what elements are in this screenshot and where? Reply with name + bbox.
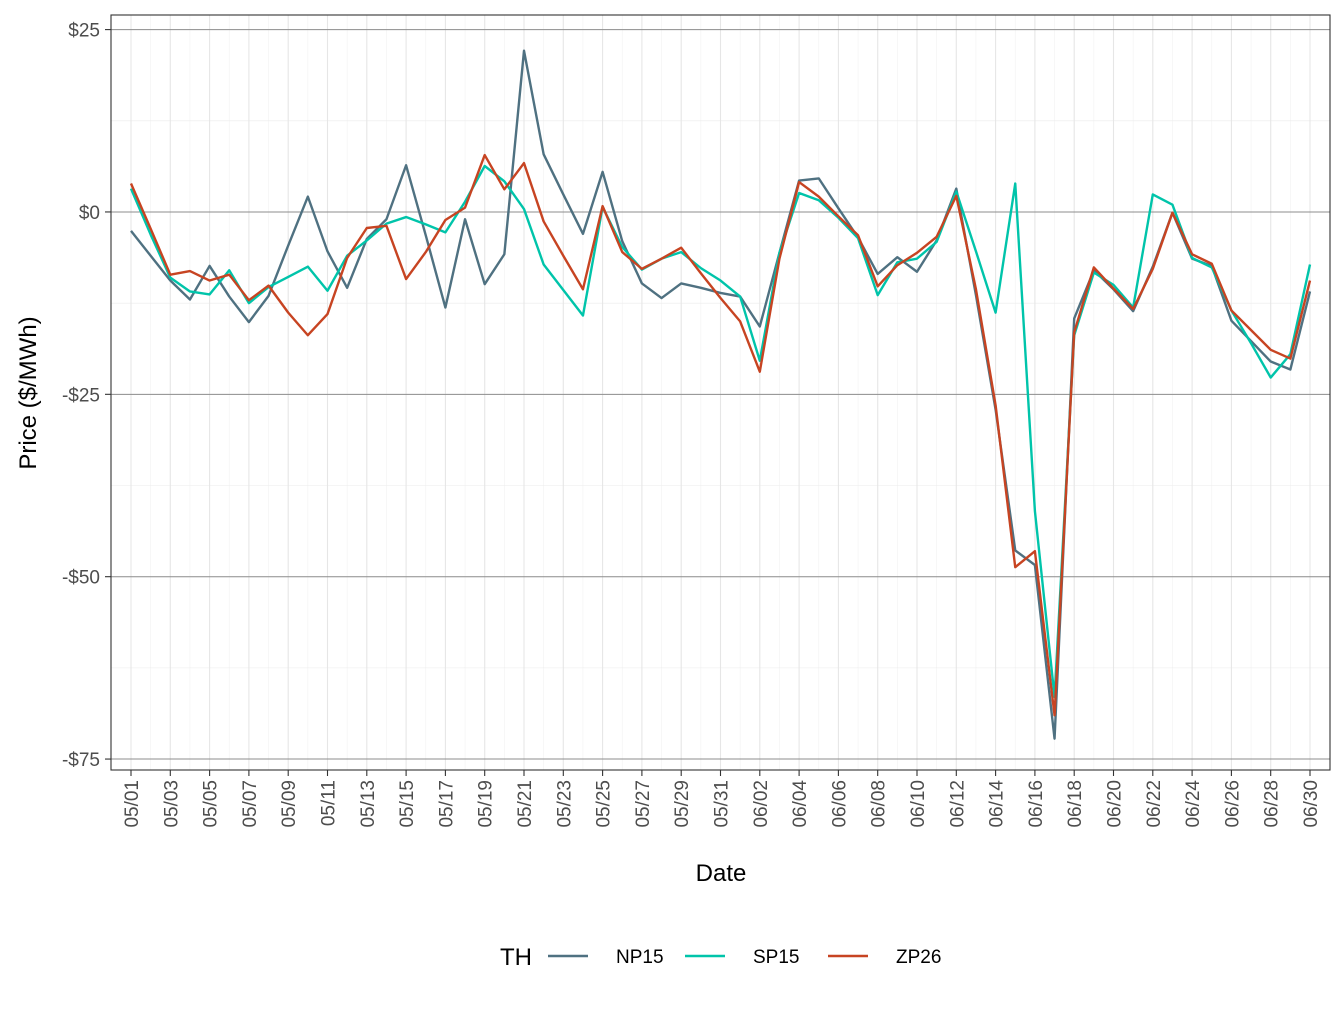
series-line-sp15 xyxy=(129,164,1312,699)
x-tick-label: 06/02 xyxy=(751,780,772,828)
x-tick-label: 06/24 xyxy=(1183,780,1204,828)
legend: TH NP15 SP15 ZP26 xyxy=(500,944,941,971)
x-tick-label: 06/26 xyxy=(1222,780,1243,828)
legend-items: NP15 SP15 ZP26 xyxy=(548,947,941,968)
x-tick-label: 05/01 xyxy=(122,780,143,828)
x-tick-label: 06/22 xyxy=(1144,780,1165,828)
x-tick-label: 05/29 xyxy=(672,780,693,828)
x-tick-label: 05/15 xyxy=(397,780,418,828)
x-tick-label: 06/30 xyxy=(1301,780,1322,828)
x-tick-label: 06/12 xyxy=(947,780,968,828)
x-tick-label: 06/10 xyxy=(908,780,929,828)
x-tick-label: 06/28 xyxy=(1262,780,1283,828)
major-gridlines xyxy=(111,15,1330,770)
x-tick-label: 05/17 xyxy=(436,780,457,828)
legend-label-zp26: ZP26 xyxy=(896,947,941,968)
x-tick-label: 06/16 xyxy=(1026,780,1047,828)
x-tick-label: 05/03 xyxy=(161,780,182,828)
legend-label-np15: NP15 xyxy=(616,947,664,968)
legend-title: TH xyxy=(500,944,532,971)
y-tick-label: -$25 xyxy=(62,385,100,406)
x-tick-label: 05/05 xyxy=(201,780,222,828)
series-line-zp26 xyxy=(129,153,1312,717)
x-tick-label: 06/14 xyxy=(987,780,1008,828)
x-tick-label: 06/08 xyxy=(869,780,890,828)
x-axis-title: Date xyxy=(696,860,747,887)
x-tick-label: 05/13 xyxy=(358,780,379,828)
x-tick-label: 05/19 xyxy=(476,780,497,828)
x-tick-label: 05/07 xyxy=(240,780,261,828)
series-lines xyxy=(129,49,1312,740)
y-tick-label: -$50 xyxy=(62,568,100,589)
x-tick-label: 06/20 xyxy=(1105,780,1126,828)
x-axis: 05/01 05/03 05/05 05/07 05/09 05/11 05/13 05/15… xyxy=(122,770,1322,828)
x-tick-label: 06/18 xyxy=(1065,780,1086,828)
x-tick-label: 06/04 xyxy=(790,780,811,828)
y-tick-label: $0 xyxy=(79,203,100,224)
x-tick-label: 06/06 xyxy=(829,780,850,828)
x-tick-label: 05/31 xyxy=(712,780,733,828)
legend-label-sp15: SP15 xyxy=(753,947,799,968)
x-tick-label: 05/27 xyxy=(633,780,654,828)
y-axis-title: Price ($/MWh) xyxy=(15,316,42,469)
x-tick-label: 05/11 xyxy=(319,780,340,826)
y-tick-label: -$75 xyxy=(62,750,100,771)
x-tick-label: 05/21 xyxy=(515,780,536,828)
x-tick-label: 05/23 xyxy=(554,780,575,828)
y-axis: $25 $0 -$25 -$50 -$75 xyxy=(62,21,111,771)
x-tick-label: 05/25 xyxy=(594,780,615,828)
x-tick-label: 05/09 xyxy=(279,780,300,828)
y-tick-label: $25 xyxy=(68,21,100,42)
